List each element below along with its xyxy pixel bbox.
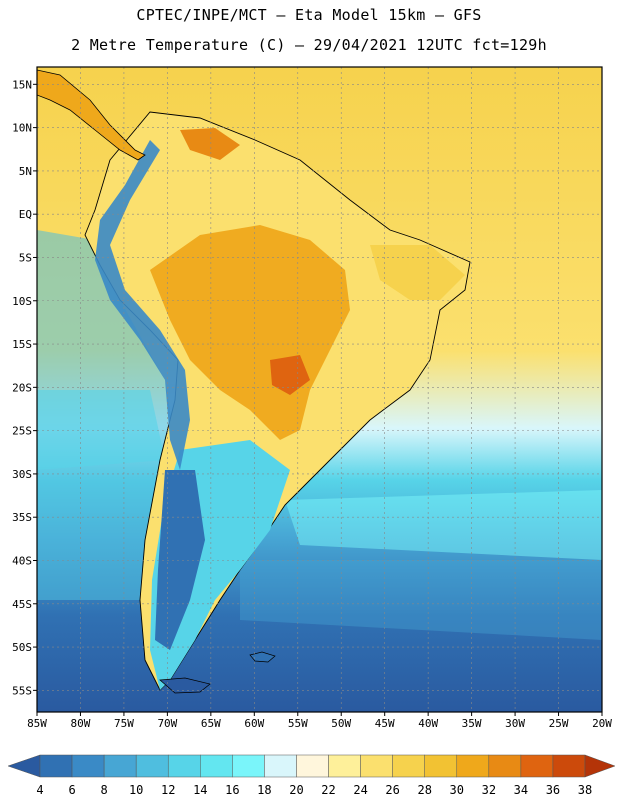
colorbar-high-arrow <box>584 754 616 778</box>
colorbar-segment <box>296 754 329 778</box>
lat-tick-label: 30S <box>12 468 32 481</box>
colorbar-segment <box>456 754 490 778</box>
colorbar-label: 38 <box>578 783 592 797</box>
colorbar-segment <box>135 754 169 778</box>
map-title: CPTEC/INPE/MCT – Eta Model 15km – GFS <box>136 6 482 24</box>
colorbar-label: 20 <box>289 783 303 797</box>
colorbar-segment <box>488 754 522 778</box>
temperature-colorbar: 4 6 8 10 12 14 16 18 20 22 24 26 28 30 32 34 36 38 <box>7 754 616 797</box>
colorbar-label: 4 <box>36 783 43 797</box>
colorbar-label: 16 <box>225 783 239 797</box>
colorbar-segment <box>520 754 554 778</box>
colorbar-segment <box>264 754 297 778</box>
colorbar-segment <box>39 754 73 778</box>
colorbar-label: 14 <box>193 783 207 797</box>
colorbar-label: 6 <box>68 783 75 797</box>
map-subtitle: 2 Metre Temperature (C) – 29/04/2021 12U… <box>71 36 547 54</box>
map-plot-area <box>37 67 602 712</box>
lon-tick-label: 25W <box>549 717 569 730</box>
colorbar-low-arrow <box>7 754 41 778</box>
colorbar-label: 22 <box>321 783 335 797</box>
lat-tick-label: 5S <box>19 251 32 264</box>
colorbar-segment <box>167 754 201 778</box>
lon-tick-label: 70W <box>157 717 177 730</box>
colorbar-segment <box>103 754 137 778</box>
colorbar-label: 18 <box>257 783 271 797</box>
lat-tick-label: 10N <box>12 122 32 135</box>
map-frame <box>36 66 603 713</box>
lon-tick-label: 65W <box>201 717 221 730</box>
lat-tick-label: 45S <box>12 598 32 611</box>
lon-tick-label: 35W <box>462 717 482 730</box>
colorbar-label: 10 <box>129 783 143 797</box>
colorbar-segment <box>392 754 425 778</box>
hottest-spot <box>270 355 310 395</box>
colorbar-segment <box>200 754 233 778</box>
colorbar-label: 28 <box>417 783 431 797</box>
latitude-axis: 15N 10N 5N EQ 5S 10S 15S 20S 25S 30S 35S 40S 45S 50S 5… <box>12 78 37 697</box>
colorbar-label: 26 <box>385 783 399 797</box>
northern-hot-spot <box>180 128 240 160</box>
lon-tick-label: 40W <box>418 717 438 730</box>
colorbar-label: 24 <box>353 783 367 797</box>
tierra-del-fuego <box>159 677 211 694</box>
colorbar-segment <box>360 754 393 778</box>
lon-tick-label: 80W <box>71 717 91 730</box>
colorbar-label: 34 <box>514 783 528 797</box>
lon-tick-label: 75W <box>114 717 134 730</box>
northeast-warm-region <box>370 245 465 300</box>
colorbar-segment <box>552 754 586 778</box>
lon-tick-label: 20W <box>592 717 612 730</box>
lat-tick-label: 35S <box>12 511 32 524</box>
lon-tick-label: 30W <box>505 717 525 730</box>
lat-tick-label: 20S <box>12 381 32 394</box>
lon-tick-label: 55W <box>288 717 308 730</box>
lat-tick-label: 50S <box>12 641 32 654</box>
lon-tick-label: 50W <box>331 717 351 730</box>
colorbar-label: 32 <box>482 783 496 797</box>
atlantic-cool-band <box>285 490 602 560</box>
colorbar-segment <box>424 754 458 778</box>
lon-tick-label: 60W <box>244 717 264 730</box>
colorbar-label: 30 <box>450 783 464 797</box>
lat-tick-label: 15S <box>12 338 32 351</box>
lat-tick-label: 40S <box>12 554 32 567</box>
longitude-axis: 85W 80W 75W 70W 65W 60W 55W 50W 45W 40W 35W 30W 25W 2… <box>27 712 612 730</box>
lon-tick-label: 85W <box>27 717 47 730</box>
patagonian-cold-region <box>155 470 205 650</box>
andes-cold-strip <box>95 140 190 470</box>
lon-tick-label: 45W <box>375 717 395 730</box>
lat-tick-label: 25S <box>12 425 32 438</box>
lat-tick-label: 5N <box>19 165 32 178</box>
falkland-islands <box>249 651 276 663</box>
colorbar-segment <box>71 754 105 778</box>
atlantic-cold-band <box>240 560 602 640</box>
colorbar-label: 12 <box>161 783 175 797</box>
lat-tick-label: 15N <box>12 78 32 91</box>
central-america-landmass <box>37 69 146 161</box>
lat-tick-label: EQ <box>19 208 32 221</box>
colorbar-label: 36 <box>546 783 560 797</box>
lat-tick-label: 55S <box>12 684 32 697</box>
colorbar-label: 8 <box>101 783 108 797</box>
lat-lon-gridlines <box>37 67 602 712</box>
pacific-mid-zone <box>37 390 165 470</box>
colorbar-segment <box>232 754 265 778</box>
colorbar-segment <box>328 754 361 778</box>
lat-tick-label: 10S <box>12 295 32 308</box>
